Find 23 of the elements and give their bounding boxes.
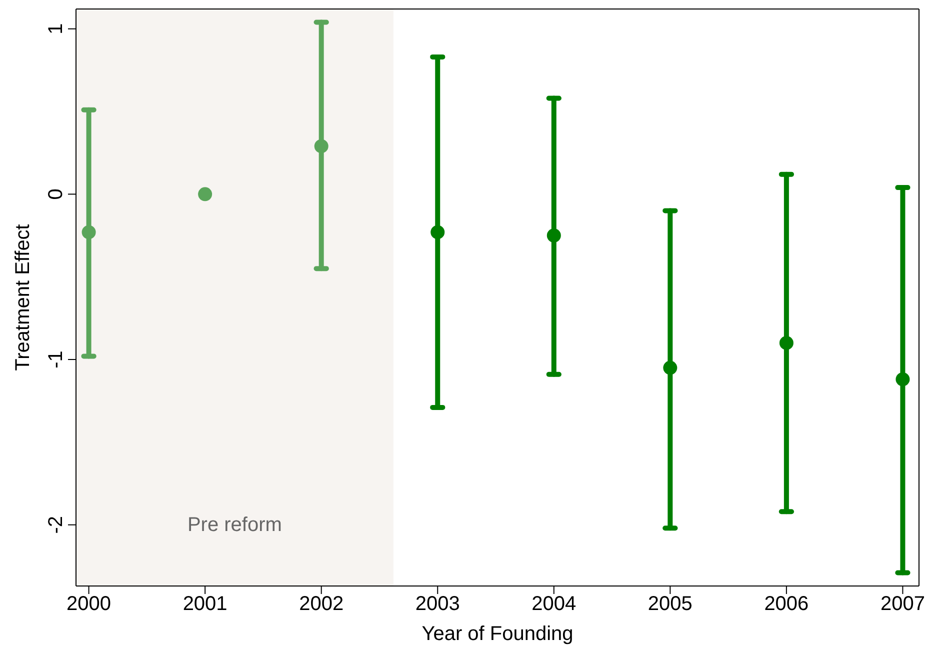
point xyxy=(896,372,910,386)
point xyxy=(314,139,328,154)
y-tick-label: 1 xyxy=(45,23,67,34)
x-tick-label: 2002 xyxy=(299,593,344,616)
x-tick-label: 2001 xyxy=(182,593,228,616)
point xyxy=(82,225,96,240)
x-tick-label: 2003 xyxy=(415,593,460,616)
x-tick-label: 2006 xyxy=(764,593,809,616)
y-tick-label: -2 xyxy=(45,516,67,534)
point xyxy=(546,228,561,242)
y-tick-label: 0 xyxy=(45,188,67,200)
x-tick-label: 2007 xyxy=(880,593,925,616)
point xyxy=(779,336,794,350)
y-axis-title: Treatment Effect xyxy=(12,224,34,371)
x-tick-label: 2005 xyxy=(648,593,692,616)
y-tick-label: -1 xyxy=(45,350,67,368)
point xyxy=(198,187,212,202)
x-axis-title: Year of Founding xyxy=(422,623,574,645)
point xyxy=(663,360,678,375)
point xyxy=(430,225,445,240)
band-label: Pre reform xyxy=(187,514,282,536)
x-tick-label: 2004 xyxy=(532,593,576,616)
x-tick-label: 2000 xyxy=(66,593,112,616)
